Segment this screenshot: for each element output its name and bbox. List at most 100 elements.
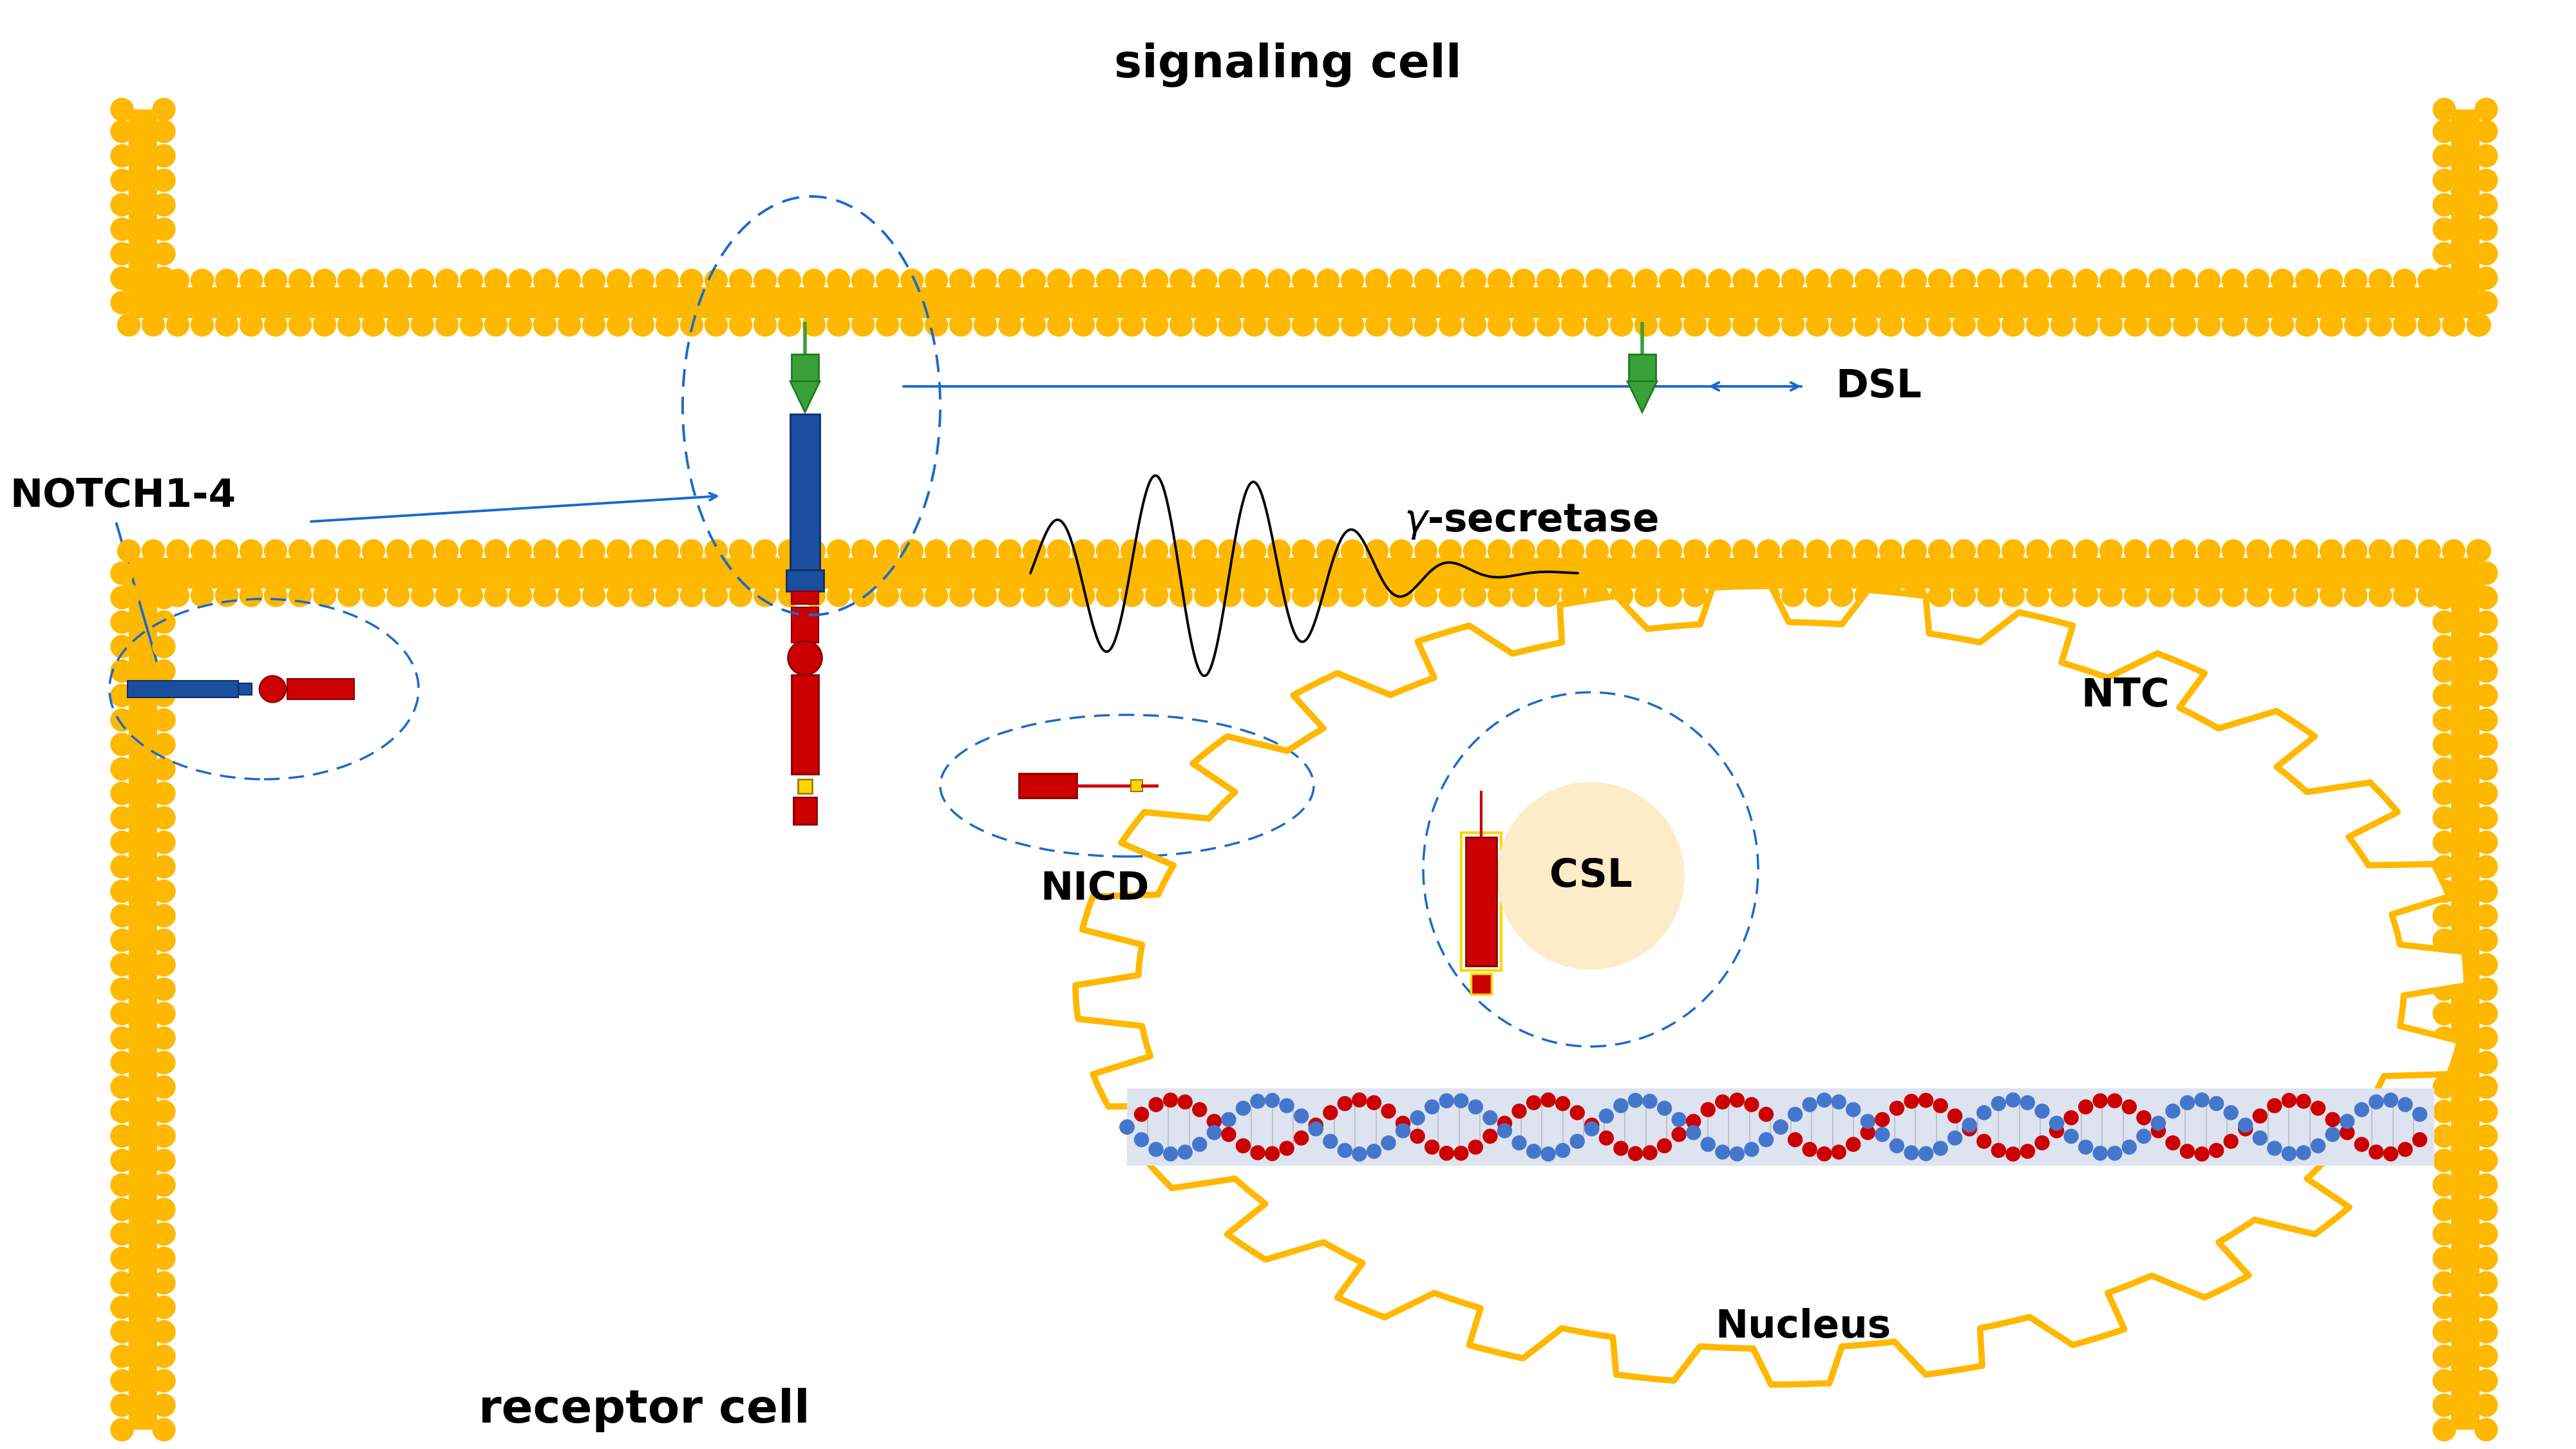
Circle shape <box>2476 291 2499 314</box>
Circle shape <box>1929 584 1950 607</box>
Circle shape <box>2434 99 2455 120</box>
Circle shape <box>706 584 726 607</box>
Circle shape <box>2027 584 2048 607</box>
Circle shape <box>951 270 971 291</box>
Circle shape <box>142 539 165 562</box>
Circle shape <box>1440 1094 1453 1108</box>
Circle shape <box>1587 539 1607 562</box>
Circle shape <box>2223 584 2244 607</box>
Circle shape <box>1381 1136 1396 1151</box>
Circle shape <box>729 270 752 291</box>
Circle shape <box>1803 1097 1816 1111</box>
Circle shape <box>2434 611 2455 633</box>
Circle shape <box>2094 1094 2107 1108</box>
Circle shape <box>1146 584 1167 607</box>
Circle shape <box>1324 1106 1337 1120</box>
Circle shape <box>2476 832 2499 853</box>
Circle shape <box>2434 1124 2455 1148</box>
Circle shape <box>1365 313 1388 336</box>
Text: signaling cell: signaling cell <box>1115 42 1461 87</box>
Circle shape <box>2027 313 2048 336</box>
Circle shape <box>2476 1369 2499 1392</box>
Circle shape <box>2267 1142 2282 1155</box>
Circle shape <box>582 313 605 336</box>
Circle shape <box>2298 1146 2311 1159</box>
Circle shape <box>2419 539 2439 562</box>
Circle shape <box>1685 539 1705 562</box>
Circle shape <box>2434 562 2455 584</box>
Circle shape <box>2063 1111 2079 1124</box>
Circle shape <box>2476 807 2499 829</box>
Circle shape <box>1177 1095 1193 1108</box>
Circle shape <box>2254 1108 2267 1123</box>
Circle shape <box>1484 1111 1497 1124</box>
Circle shape <box>240 270 263 291</box>
Circle shape <box>2195 1093 2210 1107</box>
Circle shape <box>2434 587 2455 609</box>
Circle shape <box>1610 270 1633 291</box>
Circle shape <box>2099 584 2123 607</box>
Circle shape <box>2476 1223 2499 1245</box>
Circle shape <box>2442 539 2465 562</box>
Circle shape <box>1904 584 1927 607</box>
Circle shape <box>337 313 361 336</box>
Text: NOTCH1-4: NOTCH1-4 <box>10 477 237 514</box>
Circle shape <box>1731 1093 1744 1107</box>
Circle shape <box>2321 313 2342 336</box>
Circle shape <box>1218 270 1242 291</box>
Circle shape <box>152 1248 175 1269</box>
Circle shape <box>461 539 482 562</box>
Circle shape <box>778 270 801 291</box>
Circle shape <box>2434 217 2455 241</box>
Circle shape <box>118 584 139 607</box>
Bar <box>793 797 817 824</box>
Circle shape <box>152 782 175 804</box>
Circle shape <box>827 313 850 336</box>
Circle shape <box>152 880 175 903</box>
Circle shape <box>111 880 134 903</box>
Circle shape <box>2125 539 2146 562</box>
Circle shape <box>152 1003 175 1024</box>
Circle shape <box>657 539 677 562</box>
Circle shape <box>951 584 971 607</box>
Circle shape <box>2434 267 2455 290</box>
Circle shape <box>1643 1146 1656 1159</box>
Circle shape <box>608 584 629 607</box>
Circle shape <box>1414 539 1437 562</box>
Circle shape <box>1613 1098 1628 1113</box>
Circle shape <box>876 539 899 562</box>
Circle shape <box>1783 313 1803 336</box>
Circle shape <box>827 270 850 291</box>
Circle shape <box>2414 1133 2427 1146</box>
Bar <box>1128 1088 2434 1165</box>
Circle shape <box>1463 584 1486 607</box>
Circle shape <box>412 313 433 336</box>
Circle shape <box>2282 1094 2295 1107</box>
Circle shape <box>1656 1139 1672 1153</box>
Circle shape <box>1685 584 1705 607</box>
Circle shape <box>1048 584 1069 607</box>
Circle shape <box>1847 1103 1860 1117</box>
Circle shape <box>412 539 433 562</box>
Circle shape <box>2035 1136 2050 1151</box>
Circle shape <box>2125 313 2146 336</box>
Circle shape <box>2099 313 2123 336</box>
Circle shape <box>1860 1114 1875 1129</box>
Circle shape <box>631 270 654 291</box>
Bar <box>791 591 819 604</box>
Circle shape <box>2050 313 2074 336</box>
Circle shape <box>778 313 801 336</box>
Circle shape <box>1193 1137 1206 1152</box>
Circle shape <box>1267 313 1291 336</box>
Circle shape <box>111 904 134 927</box>
Circle shape <box>2468 270 2488 291</box>
Circle shape <box>2434 758 2455 780</box>
Text: NICD: NICD <box>1041 869 1149 907</box>
Circle shape <box>111 659 134 682</box>
Circle shape <box>1391 313 1412 336</box>
Circle shape <box>111 782 134 804</box>
Circle shape <box>1293 313 1314 336</box>
Circle shape <box>1636 584 1656 607</box>
Circle shape <box>1643 1094 1656 1108</box>
Circle shape <box>1048 539 1069 562</box>
